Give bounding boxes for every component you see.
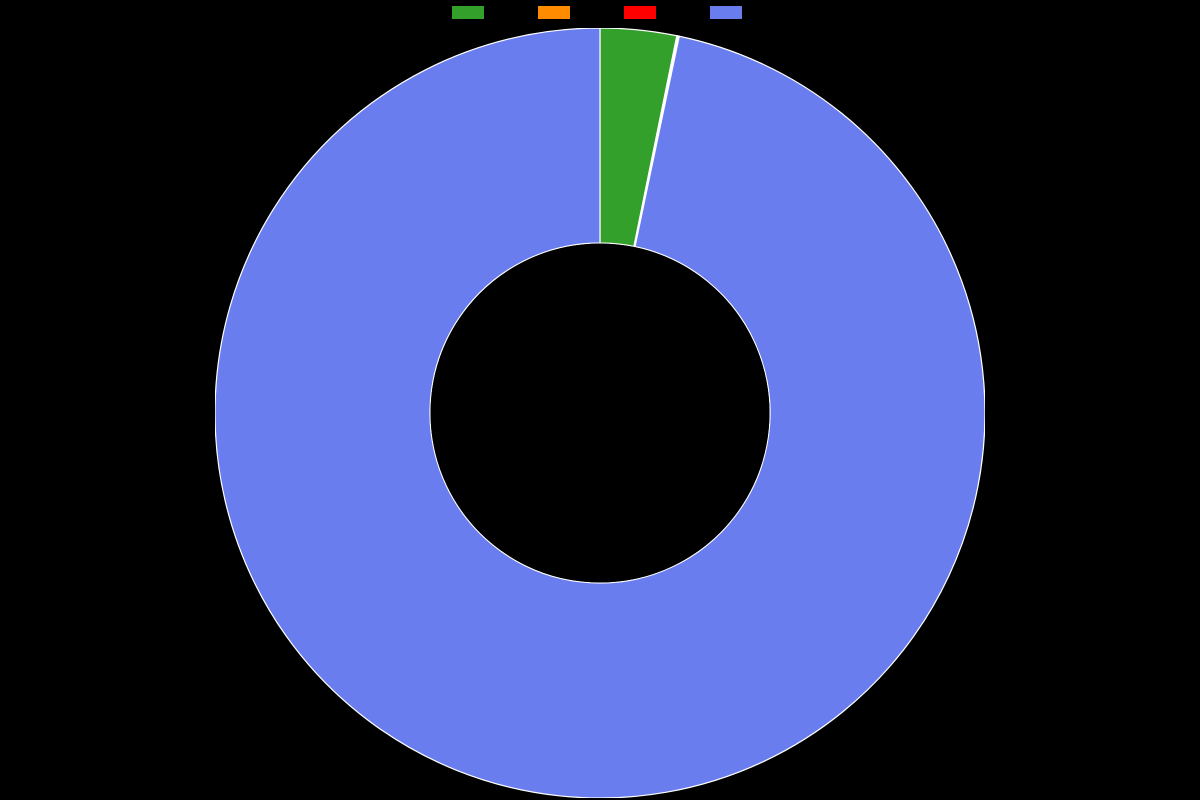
chart-stage (0, 0, 1200, 800)
legend-swatch-icon (538, 6, 570, 19)
legend-swatch-icon (452, 6, 484, 19)
chart-legend (0, 6, 1200, 19)
legend-swatch-icon (710, 6, 742, 19)
donut-hole (431, 244, 770, 583)
legend-item (452, 6, 490, 19)
legend-swatch-icon (624, 6, 656, 19)
legend-item (538, 6, 576, 19)
legend-item (624, 6, 662, 19)
donut-chart (215, 28, 985, 798)
legend-item (710, 6, 748, 19)
